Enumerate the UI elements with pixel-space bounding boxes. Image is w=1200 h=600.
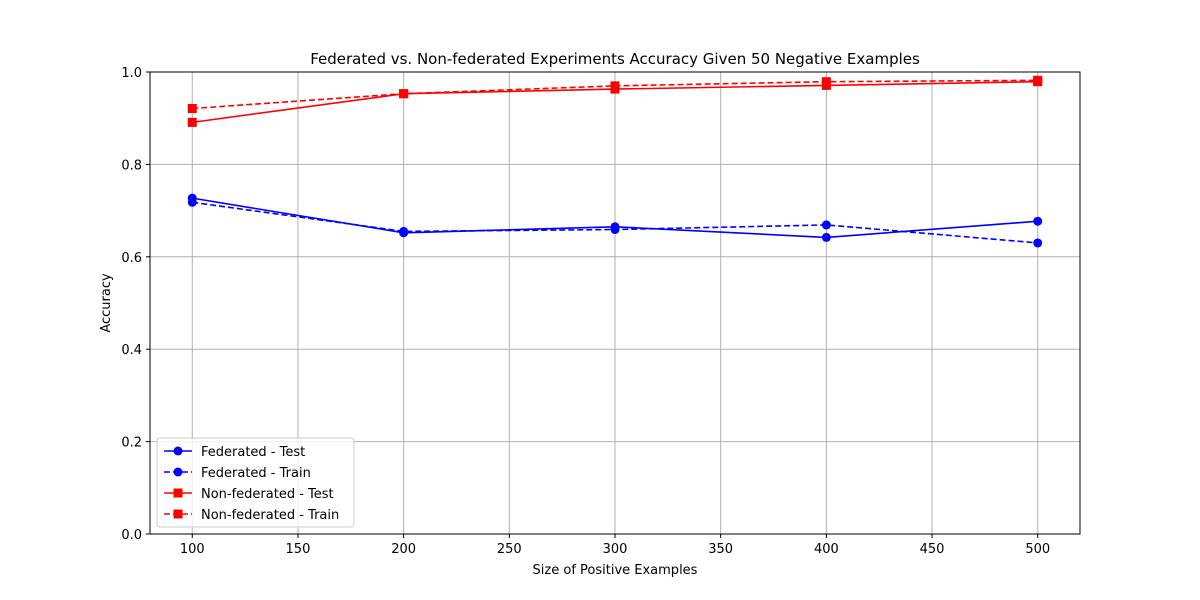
data-point-non-federated-train (399, 89, 409, 99)
legend-label: Federated - Test (201, 445, 305, 460)
x-axis-ticks: 100 150 200 250 300 350 400 450 500 (180, 534, 1050, 557)
y-tick-label: 0.8 (121, 158, 142, 173)
legend-marker-swatch (173, 446, 183, 456)
x-tick-label: 250 (497, 542, 522, 557)
data-point-non-federated-train (821, 77, 831, 87)
x-tick-label: 100 (180, 542, 205, 557)
x-tick-label: 300 (603, 542, 628, 557)
data-point-federated-train (610, 225, 620, 235)
x-tick-label: 350 (708, 542, 733, 557)
data-point-federated-test (1033, 216, 1043, 226)
y-tick-label: 0.6 (121, 251, 142, 266)
series-layer (187, 75, 1043, 248)
x-tick-label: 500 (1025, 542, 1050, 557)
x-tick-label: 200 (391, 542, 416, 557)
data-point-federated-train (187, 197, 197, 207)
y-axis-label: Accuracy (99, 273, 114, 333)
legend-entry-federated-train: Federated - Train (164, 466, 311, 481)
data-point-federated-train (1033, 238, 1043, 248)
legend-entry-non-federated-test: Non-federated - Test (164, 487, 334, 502)
data-point-federated-train (399, 226, 409, 236)
legend-entry-federated-test: Federated - Test (164, 445, 305, 460)
x-tick-label: 150 (286, 542, 311, 557)
data-point-non-federated-train (610, 81, 620, 91)
legend-marker-swatch (173, 467, 183, 477)
data-point-federated-train (821, 220, 831, 230)
data-point-non-federated-train (1033, 75, 1043, 85)
legend-label: Federated - Train (201, 466, 311, 481)
data-point-federated-test (821, 232, 831, 242)
x-tick-label: 450 (920, 542, 945, 557)
data-point-non-federated-train (187, 103, 197, 113)
legend-entry-non-federated-train: Non-federated - Train (164, 508, 339, 523)
y-tick-label: 0.0 (121, 528, 142, 543)
y-tick-label: 0.4 (121, 343, 142, 358)
chart-title: Federated vs. Non-federated Experiments … (310, 50, 920, 68)
x-tick-label: 400 (814, 542, 839, 557)
y-tick-label: 1.0 (121, 66, 142, 81)
y-axis-ticks: 0.0 0.2 0.4 0.6 0.8 1.0 (121, 66, 150, 543)
x-axis-label: Size of Positive Examples (533, 563, 698, 578)
legend-box (156, 437, 355, 528)
legend-label: Non-federated - Test (201, 487, 334, 502)
legend-label: Non-federated - Train (201, 508, 339, 523)
y-tick-label: 0.2 (121, 436, 142, 451)
legend: Federated - Test Federated - Train Non-fed… (156, 437, 355, 528)
series-federated-train (187, 197, 1043, 248)
data-point-non-federated-test (187, 117, 197, 127)
legend-marker-swatch (173, 488, 183, 498)
legend-marker-swatch (173, 509, 183, 519)
series-non-federated-train (187, 75, 1043, 113)
